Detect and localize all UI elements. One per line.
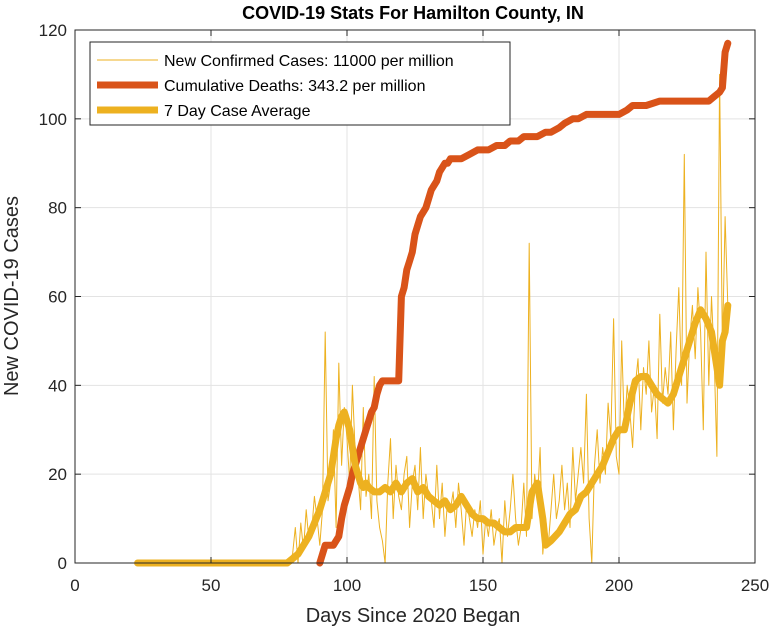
x-tick-labels: 0 50 100 150 200 250 — [70, 576, 769, 595]
y-tick-label: 120 — [39, 21, 67, 40]
x-tick-label: 150 — [469, 576, 497, 595]
y-tick-label: 0 — [58, 554, 67, 573]
y-tick-label: 100 — [39, 110, 67, 129]
y-tick-label: 80 — [48, 199, 67, 218]
x-tick-label: 200 — [605, 576, 633, 595]
y-tick-label: 60 — [48, 288, 67, 307]
y-tick-labels: 0 20 40 60 80 100 120 — [39, 21, 67, 573]
x-tick-label: 100 — [333, 576, 361, 595]
x-tick-label: 0 — [70, 576, 79, 595]
series-line-deaths — [316, 39, 732, 567]
x-tick-label: 250 — [741, 576, 769, 595]
legend-label-deaths: Cumulative Deaths: 343.2 per million — [164, 78, 425, 95]
x-axis-label: Days Since 2020 Began — [306, 605, 521, 627]
y-tick-label: 20 — [48, 465, 67, 484]
legend-box — [89, 41, 511, 126]
series-layer — [134, 39, 732, 567]
legend-label-7day-average: 7 Day Case Average — [164, 103, 311, 120]
tick-marks — [74, 29, 756, 564]
y-tick-label: 40 — [48, 376, 67, 395]
legend-label-new-cases: New Confirmed Cases: 11000 per million — [164, 53, 454, 70]
series-line-new-cases — [137, 73, 729, 564]
series-line-7day-average — [134, 301, 732, 567]
legend: New Confirmed Cases: 11000 per million C… — [89, 41, 511, 126]
chart-title: COVID-19 Stats For Hamilton County, IN — [242, 3, 584, 23]
x-tick-label: 50 — [202, 576, 221, 595]
y-axis-label: New COVID-19 Cases — [1, 196, 23, 396]
